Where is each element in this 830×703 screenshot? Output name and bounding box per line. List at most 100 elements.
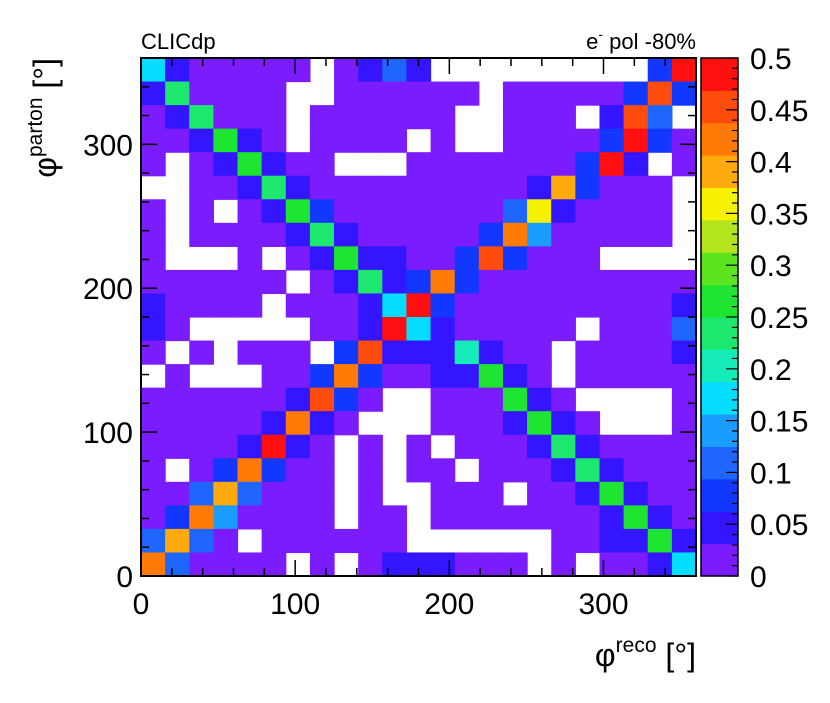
heatmap-cell xyxy=(454,481,480,506)
heatmap-cell xyxy=(213,175,239,200)
chart-label-right-sup: - xyxy=(598,26,603,42)
heatmap-cell xyxy=(141,222,166,247)
heatmap-cell xyxy=(285,175,311,200)
heatmap-cell xyxy=(527,364,552,389)
heatmap-cell xyxy=(430,552,456,577)
heatmap-cell xyxy=(430,81,456,106)
y-tick-label: 100 xyxy=(83,417,133,450)
heatmap-cell xyxy=(406,175,432,200)
heatmap-cell xyxy=(358,81,383,106)
heatmap-cell xyxy=(647,340,673,365)
heatmap-cell xyxy=(502,81,528,106)
heatmap-cell xyxy=(261,528,287,554)
heatmap-cell xyxy=(141,552,166,577)
heatmap-cell xyxy=(406,222,432,247)
heatmap-cell xyxy=(671,293,697,318)
colorbar-segment xyxy=(701,317,738,350)
heatmap-cells xyxy=(141,58,697,577)
heatmap-cell xyxy=(189,128,214,153)
heatmap-cell xyxy=(189,434,214,459)
heatmap-cell xyxy=(623,481,649,506)
heatmap-cell xyxy=(237,199,263,224)
heatmap-cell xyxy=(334,81,359,106)
heatmap-cell xyxy=(334,222,359,247)
heatmap-cell xyxy=(189,458,214,483)
heatmap-cell xyxy=(261,505,287,530)
heatmap-cell xyxy=(237,340,263,365)
heatmap-cell xyxy=(623,528,649,554)
heatmap-cell xyxy=(551,387,576,412)
heatmap-cell xyxy=(502,199,528,224)
heatmap-cell xyxy=(551,552,576,577)
heatmap-cell xyxy=(382,269,408,295)
heatmap-cell xyxy=(382,199,408,224)
y-axis-symbol: φ xyxy=(27,157,63,178)
heatmap-cell xyxy=(382,222,408,247)
heatmap-cell xyxy=(623,364,649,389)
heatmap-cell xyxy=(189,340,214,365)
heatmap-cell xyxy=(671,505,697,530)
heatmap-cell xyxy=(430,317,456,342)
heatmap-cell xyxy=(430,246,456,271)
heatmap-cell xyxy=(502,246,528,271)
heatmap-cell xyxy=(623,175,649,200)
heatmap-cell xyxy=(334,317,359,342)
heatmap-cell xyxy=(575,481,601,506)
heatmap-cell xyxy=(599,222,625,247)
heatmap-cell xyxy=(309,293,335,318)
colorbar-segment xyxy=(701,446,738,480)
heatmap-cell xyxy=(237,458,263,483)
heatmap-cell xyxy=(671,552,697,577)
heatmap-cell xyxy=(502,364,528,389)
heatmap-cell xyxy=(358,387,383,412)
heatmap-cell xyxy=(285,246,311,271)
heatmap-cell xyxy=(334,175,359,200)
heatmap-cell xyxy=(454,434,480,459)
heatmap-cell xyxy=(671,128,697,153)
colorbar-tick-label: 0.45 xyxy=(750,95,808,128)
heatmap-cell xyxy=(382,552,408,577)
heatmap-cell xyxy=(382,317,408,342)
heatmap-cell xyxy=(141,293,166,318)
heatmap-cell xyxy=(478,175,504,200)
heatmap-cell xyxy=(454,340,480,365)
heatmap-cell xyxy=(213,505,239,530)
heatmap-cell xyxy=(309,434,335,459)
heatmap-cell xyxy=(502,340,528,365)
heatmap-cell xyxy=(430,269,456,295)
colorbar-tick-label: 0.5 xyxy=(750,43,792,76)
colorbar-segment xyxy=(701,219,738,253)
heatmap-cell xyxy=(141,269,166,295)
heatmap-cell xyxy=(623,152,649,177)
heatmap-cell xyxy=(671,481,697,506)
heatmap-cell xyxy=(671,528,697,554)
heatmap-cell xyxy=(647,175,673,200)
heatmap-cell xyxy=(551,175,576,200)
heatmap-cell xyxy=(430,128,456,153)
heatmap-cell xyxy=(647,364,673,389)
heatmap-cell xyxy=(165,81,190,106)
heatmap-cell xyxy=(382,105,408,130)
heatmap-cell xyxy=(358,58,383,83)
heatmap-cell xyxy=(430,411,456,436)
heatmap-cell xyxy=(599,458,625,483)
heatmap-cell xyxy=(502,293,528,318)
heatmap-cell xyxy=(285,364,311,389)
heatmap-cell xyxy=(141,458,166,483)
heatmap-cell xyxy=(309,481,335,506)
heatmap-cell xyxy=(502,387,528,412)
heatmap-cell xyxy=(454,505,480,530)
heatmap-cell xyxy=(430,199,456,224)
x-axis-unit: [°] xyxy=(657,637,696,673)
heatmap-cell xyxy=(527,269,552,295)
heatmap-cell xyxy=(478,387,504,412)
heatmap-cell xyxy=(189,528,214,554)
heatmap-cell xyxy=(623,222,649,247)
heatmap-cell xyxy=(623,105,649,130)
chart-label-right-base: e xyxy=(586,29,598,54)
heatmap-cell xyxy=(671,458,697,483)
y-tick-label: 200 xyxy=(83,273,133,306)
heatmap-cell xyxy=(430,481,456,506)
heatmap-cell xyxy=(623,552,649,577)
heatmap-cell xyxy=(551,528,576,554)
